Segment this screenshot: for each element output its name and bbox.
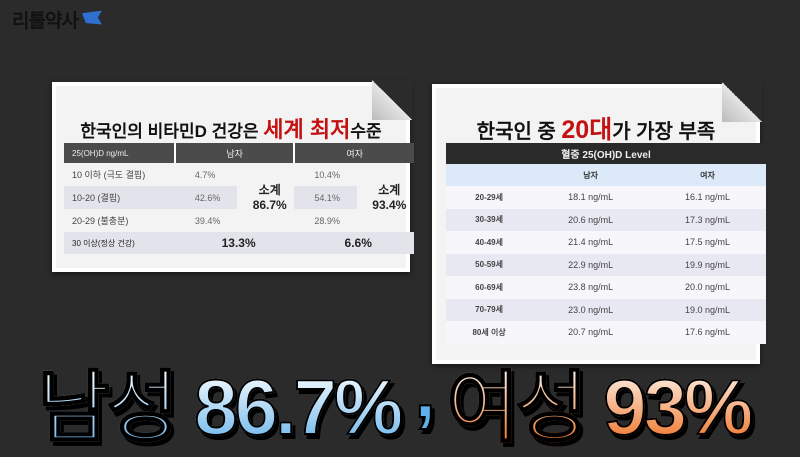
table-row: 50-59세 22.9 ng/mL 19.9 ng/mL (446, 253, 766, 276)
headline-female: 여성 93% (446, 345, 754, 457)
table-row: 10 이하 (극도 결핍) 4.7% 소계 86.7% 10.4% 소계 93.4% (72, 169, 407, 212)
right-card: 한국인 중 20대가 가장 부족 혈중 25(OH)D Level 남자 여자 2… (432, 82, 766, 364)
table-cell: 50-59세 (446, 253, 533, 276)
table-row: 40-49세 21.4 ng/mL 17.5 ng/mL (446, 231, 766, 254)
table-cell: 60-69세 (446, 276, 533, 299)
table-cell: 17.6 ng/mL (649, 321, 766, 344)
table-row: 20-29 (불충분) 39.4% 28.9% (72, 215, 340, 227)
table-cell: 17.3 ng/mL (649, 208, 766, 231)
table-cell: 20.7 ng/mL (532, 321, 650, 344)
table-row: 30 이상(정상 건강) 13.3% 6.6% (64, 232, 414, 254)
table-cell: 16.1 ng/mL (649, 186, 766, 209)
left-card-title: 한국인의 비타민D 건강은 세계 최저수준 (80, 117, 382, 142)
headline-male: 남성 86.7% (37, 345, 404, 457)
table-cell: 30-39세 (446, 208, 533, 231)
table-cell: 19.9 ng/mL (649, 253, 766, 276)
table-cell: 23.8 ng/mL (532, 276, 650, 299)
table-cell: 21.4 ng/mL (532, 231, 650, 254)
table-cell: 80세 이상 (446, 321, 533, 344)
table-cell: 20.6 ng/mL (532, 208, 650, 231)
channel-logo: 리틀약사 (12, 6, 102, 33)
table-cell: 70-79세 (446, 298, 533, 321)
table-cell: 22.9 ng/mL (532, 253, 650, 276)
table-cell: 19.0 ng/mL (649, 298, 766, 321)
table-cell: 40-49세 (446, 231, 533, 254)
table-cell: 17.5 ng/mL (649, 231, 766, 254)
table-row: 20-29세 18.1 ng/mL 16.1 ng/mL (446, 186, 766, 209)
flag-icon (81, 10, 102, 25)
page-curl (372, 80, 412, 120)
age-level-table: 혈중 25(OH)D Level 남자 여자 20-29세 18.1 ng/mL 16… (446, 143, 766, 344)
headline-separator: , (413, 345, 437, 435)
table-cell: 20-29세 (446, 186, 533, 209)
table-row: 60-69세 23.8 ng/mL 20.0 ng/mL (446, 276, 766, 299)
table-row: 80세 이상 20.7 ng/mL 17.6 ng/mL (446, 321, 766, 344)
headline: 남성 86.7% , 여성 93% (37, 345, 754, 457)
left-card: 한국인의 비타민D 건강은 세계 최저수준 25(OH)D ng/mL 남자 여자 … (52, 80, 414, 272)
table-cell: 18.1 ng/mL (532, 186, 650, 209)
deficiency-table: 25(OH)D ng/mL 남자 여자 10 이하 (극도 결핍) 4.7% 소계 8… (64, 143, 414, 254)
table-row: 10-20 (결핍) 42.6% 54.1% (64, 186, 414, 209)
right-card-title: 한국인 중 20대가 가장 부족 (476, 116, 716, 144)
table-row: 30-39세 20.6 ng/mL 17.3 ng/mL (446, 208, 766, 231)
table-row: 70-79세 23.0 ng/mL 19.0 ng/mL (446, 298, 766, 321)
logo-text: 리틀약사 (12, 11, 79, 32)
table-cell: 23.0 ng/mL (532, 298, 650, 321)
page-curl (722, 82, 762, 122)
table-cell: 20.0 ng/mL (649, 276, 766, 299)
